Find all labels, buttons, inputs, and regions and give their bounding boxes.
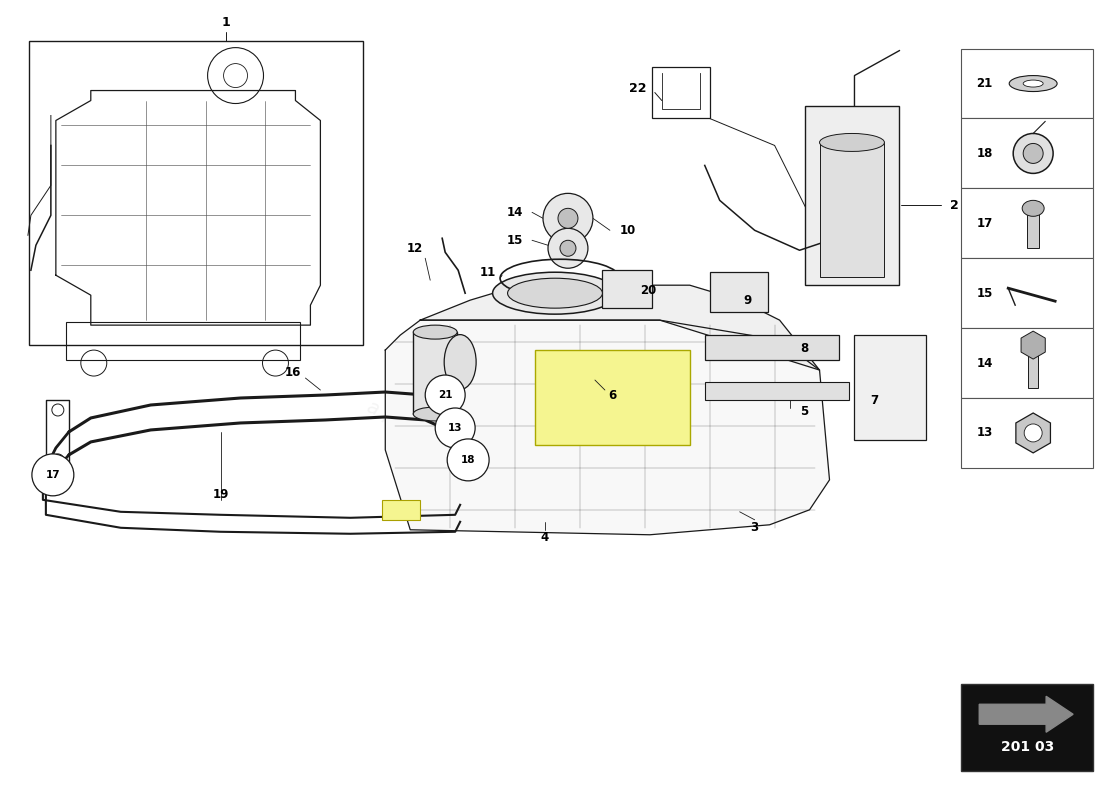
Circle shape: [1023, 143, 1043, 163]
Bar: [961, 398, 1093, 468]
Text: 15: 15: [977, 286, 992, 300]
Bar: [652, 66, 710, 118]
Text: 13: 13: [448, 423, 462, 433]
Text: 12: 12: [407, 242, 424, 254]
Text: 17: 17: [977, 217, 992, 230]
Ellipse shape: [414, 325, 458, 339]
Text: 20: 20: [640, 284, 656, 297]
Text: 13: 13: [977, 426, 992, 439]
Text: 1: 1: [222, 16, 230, 29]
Text: 17: 17: [45, 470, 60, 480]
Bar: [535, 350, 690, 445]
Text: 11: 11: [480, 266, 496, 278]
Bar: [855, 335, 926, 440]
Text: 7: 7: [870, 394, 879, 406]
Circle shape: [1013, 134, 1053, 174]
Circle shape: [426, 375, 465, 415]
Bar: [961, 49, 1093, 118]
Text: 2: 2: [950, 199, 959, 212]
Ellipse shape: [507, 278, 603, 308]
Bar: [961, 188, 1093, 258]
Circle shape: [52, 454, 64, 466]
Circle shape: [1024, 424, 1042, 442]
Bar: [804, 106, 900, 285]
Text: 21: 21: [438, 390, 452, 400]
Text: 21: 21: [977, 77, 992, 90]
Text: 18: 18: [977, 147, 992, 160]
Bar: [602, 270, 652, 308]
Bar: [414, 332, 458, 414]
Text: 16: 16: [284, 366, 300, 378]
Bar: [705, 382, 849, 400]
Text: 3: 3: [750, 522, 759, 534]
Bar: [1028, 350, 1038, 388]
Text: 18: 18: [461, 455, 475, 465]
Text: 5: 5: [801, 406, 808, 418]
Circle shape: [543, 194, 593, 243]
Bar: [710, 272, 768, 312]
Bar: [29, 41, 363, 345]
Text: 14: 14: [507, 206, 524, 219]
Circle shape: [560, 240, 576, 256]
Text: 10: 10: [619, 224, 636, 237]
Text: eurocars: eurocars: [397, 317, 644, 454]
Ellipse shape: [820, 134, 884, 151]
Circle shape: [436, 408, 475, 448]
Ellipse shape: [1022, 200, 1044, 216]
Bar: [383, 500, 420, 520]
Ellipse shape: [493, 272, 617, 314]
Bar: [961, 328, 1093, 398]
Text: 8: 8: [801, 342, 808, 354]
Ellipse shape: [1023, 80, 1043, 87]
Polygon shape: [385, 320, 829, 534]
Text: 22: 22: [629, 82, 647, 95]
Bar: [820, 142, 884, 278]
Text: 4: 4: [541, 531, 549, 544]
Text: 19: 19: [212, 488, 229, 502]
Circle shape: [32, 454, 74, 496]
Text: a passion for cars since 1985: a passion for cars since 1985: [364, 398, 636, 522]
Bar: [961, 258, 1093, 328]
Circle shape: [558, 208, 578, 228]
Text: 6: 6: [608, 389, 616, 402]
Circle shape: [448, 439, 490, 481]
Circle shape: [52, 404, 64, 416]
Polygon shape: [979, 696, 1074, 732]
Bar: [705, 335, 839, 360]
Ellipse shape: [414, 407, 458, 421]
Polygon shape: [420, 285, 820, 370]
Text: 9: 9: [744, 294, 751, 306]
Text: 15: 15: [507, 234, 524, 246]
Text: 201 03: 201 03: [1001, 740, 1054, 754]
Bar: [1027, 210, 1040, 248]
Bar: [961, 683, 1093, 771]
Bar: [66, 322, 300, 360]
Ellipse shape: [444, 334, 476, 390]
Bar: [961, 118, 1093, 188]
Ellipse shape: [1009, 75, 1057, 91]
Text: 14: 14: [977, 357, 992, 370]
Circle shape: [548, 228, 587, 268]
